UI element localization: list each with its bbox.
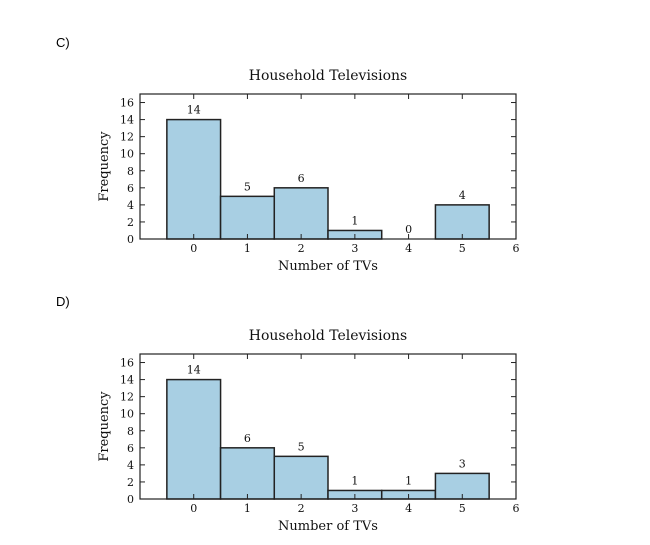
option-d-label: D) [56,294,70,309]
c-xtick-label-6: 6 [513,242,520,255]
c-ytick-label-14: 14 [120,114,134,127]
c-ytick-label-12: 12 [120,131,134,144]
c-ytick-label-0: 0 [127,233,134,246]
c-xtick-label-0: 0 [190,242,197,255]
d-ytick-label-0: 0 [127,493,134,506]
d-ytick-label-2: 2 [127,476,134,489]
d-xtick-label-0: 0 [190,502,197,515]
c-bar-value-0: 14 [187,104,201,117]
c-bar-value-2: 6 [298,172,305,185]
d-bar-value-5: 3 [459,457,466,470]
d-xtick-label-3: 3 [351,502,358,515]
c-bar-0 [166,118,222,240]
c-bar-value-4: 0 [405,223,412,236]
d-xtick-label-2: 2 [298,502,305,515]
d-bar-value-2: 5 [298,440,305,453]
d-bar-value-0: 14 [187,364,201,377]
d-ytick-label-10: 10 [120,408,134,421]
c-bar-1 [219,195,276,240]
c-chart-title: Household Televisions [249,68,407,84]
d-bar-value-3: 1 [351,474,358,487]
c-xtick-label-5: 5 [459,242,466,255]
c-yaxis-label: Frequency [97,131,112,202]
d-bar-2 [273,455,329,500]
option-c-label: C) [56,35,70,50]
d-ytick-label-12: 12 [120,391,134,404]
d-ytick-label-6: 6 [127,442,134,455]
d-bar-1 [219,447,276,500]
d-ytick-label-4: 4 [127,459,134,472]
c-ytick-label-2: 2 [127,216,134,229]
c-ytick-label-6: 6 [127,182,134,195]
c-ytick-label-8: 8 [127,165,134,178]
d-ytick-label-14: 14 [120,374,134,387]
d-xtick-label-1: 1 [244,502,251,515]
c-bar-2 [273,187,329,240]
d-ytick-label-16: 16 [120,357,134,370]
d-xtick-label-5: 5 [459,502,466,515]
c-xtick-label-2: 2 [298,242,305,255]
c-xtick-label-1: 1 [244,242,251,255]
d-chart-title: Household Televisions [249,328,407,344]
d-xtick-label-6: 6 [513,502,520,515]
c-bar-value-5: 4 [459,189,466,202]
c-ytick-label-10: 10 [120,148,134,161]
c-ytick-label-4: 4 [127,199,134,212]
c-bar-value-3: 1 [351,214,358,227]
c-bar-5 [434,204,490,240]
c-bar-value-1: 5 [244,180,251,193]
c-xaxis-label: Number of TVs [278,259,378,274]
d-yaxis-label: Frequency [97,391,112,462]
c-ytick-label-16: 16 [120,97,134,110]
c-xtick-label-4: 4 [405,242,412,255]
d-bar-value-4: 1 [405,474,412,487]
histogram-option-c: Household Televisions1456104024681012141… [97,68,520,274]
d-xaxis-label: Number of TVs [278,519,378,534]
d-bar-value-1: 6 [244,432,251,445]
c-xtick-label-3: 3 [351,242,358,255]
d-plot-frame [139,353,517,500]
d-bar-0 [166,378,222,500]
d-ytick-label-8: 8 [127,425,134,438]
d-xtick-label-4: 4 [405,502,412,515]
c-plot-frame [139,93,517,240]
